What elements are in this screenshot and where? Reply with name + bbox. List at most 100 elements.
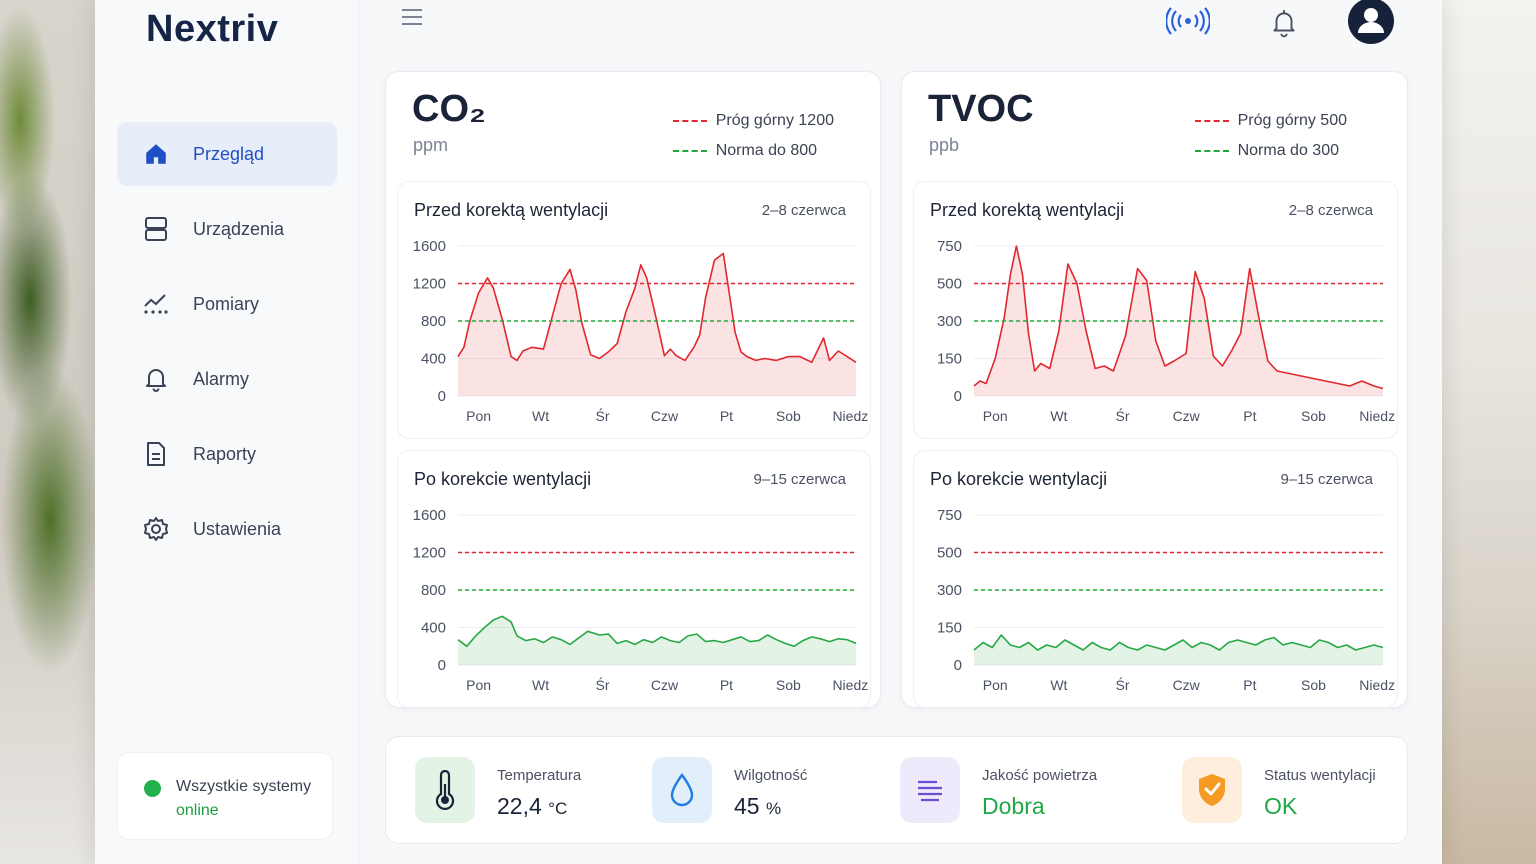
x-tick-label: Śr [596, 407, 610, 424]
water-drop-icon [652, 757, 712, 823]
series-area [974, 635, 1383, 665]
y-tick-label: 750 [937, 507, 962, 524]
logo: Nextriv [146, 8, 279, 50]
system-status-card: Wszystkie systemy online [117, 752, 333, 840]
legend-swatch [672, 150, 707, 152]
legend-swatch [1194, 120, 1229, 122]
sidebar-item-raporty[interactable]: Raporty [117, 422, 337, 486]
signal-icon[interactable] [1165, 6, 1211, 41]
background-plant [0, 0, 100, 864]
y-tick-label: 300 [937, 313, 962, 330]
humidity-value: 45 [734, 793, 760, 819]
status-online-dot [144, 780, 161, 797]
sidebar-item-urzadzenia[interactable]: Urządzenia [117, 197, 337, 261]
y-tick-label: 300 [937, 582, 962, 599]
tvoc-panel: TVOC ppb Próg górny 500 Norma do 300 Prz… [901, 71, 1408, 708]
sidebar: Nextriv Przegląd Urządzenia Pomiary [95, 0, 359, 864]
legend-item-upper: Próg górny 500 [1194, 106, 1347, 136]
y-tick-label: 750 [937, 238, 962, 255]
legend-label: Norma do 800 [715, 142, 818, 159]
legend-label: Norma do 300 [1237, 142, 1339, 159]
series-area [458, 616, 856, 665]
x-tick-label: Czw [651, 408, 679, 424]
x-tick-label: Wt [532, 677, 549, 693]
status-text: Wszystkie systemy [176, 778, 312, 795]
x-tick-label: Czw [651, 677, 679, 693]
app-window: Nextriv Przegląd Urządzenia Pomiary [95, 0, 1442, 864]
x-tick-label: Pon [983, 677, 1008, 693]
x-tick-label: Pt [720, 408, 733, 424]
chart-svg: 0 150 300 500 750 Pon Wt Śr Czw Pt Sob Niedz [937, 238, 1395, 424]
y-tick-label: 0 [438, 657, 446, 674]
stat-value: Dobra [982, 793, 1045, 819]
x-tick-label: Pon [466, 408, 491, 424]
sidebar-item-label: Raporty [193, 443, 257, 464]
temperature-unit: °C [548, 799, 568, 818]
y-tick-label: 0 [438, 388, 446, 405]
home-icon [141, 139, 171, 169]
panel-unit: ppm [413, 135, 449, 155]
stat-value: 45 % [734, 793, 781, 820]
y-tick-label: 1200 [413, 545, 446, 562]
x-tick-label: Niedz [1359, 408, 1395, 424]
report-icon [141, 439, 171, 469]
y-tick-label: 0 [954, 657, 962, 674]
sidebar-item-alarmy[interactable]: Alarmy [117, 347, 337, 411]
x-tick-label: Niedz [1359, 677, 1395, 693]
chart-date-range: 9–15 czerwca [753, 471, 846, 488]
notification-bell-icon[interactable] [1271, 8, 1297, 43]
chart-svg: 0 400 800 1200 1600 Pon Wt Śr Czw Pt Sob Niedz [413, 507, 869, 693]
panel-title: TVOC [928, 88, 1034, 130]
x-tick-label: Czw [1173, 677, 1201, 693]
shield-check-icon [1182, 757, 1242, 823]
legend-swatch [1194, 150, 1229, 152]
y-tick-label: 1200 [413, 276, 446, 293]
y-tick-label: 1600 [413, 238, 446, 255]
chart-date-range: 2–8 czerwca [1288, 202, 1373, 219]
chart-date-range: 2–8 czerwca [761, 202, 846, 219]
y-tick-label: 400 [421, 620, 446, 637]
y-tick-label: 800 [421, 313, 446, 330]
sidebar-item-przeglad[interactable]: Przegląd [117, 122, 337, 186]
y-tick-label: 500 [937, 545, 962, 562]
sidebar-item-ustawienia[interactable]: Ustawienia [117, 497, 337, 561]
stat-label: Status wentylacji [1264, 767, 1376, 784]
stats-bar: Temperatura 22,4 °C Wilgotność 45 % Jako… [385, 736, 1408, 844]
y-tick-label: 1600 [413, 507, 446, 524]
humidity-unit: % [765, 799, 782, 818]
menu-icon[interactable] [401, 6, 423, 33]
x-tick-label: Śr [1116, 676, 1130, 693]
x-tick-label: Czw [1173, 408, 1201, 424]
legend-item-norm: Norma do 800 [672, 136, 834, 166]
chart-legend: Próg górny 500 Norma do 300 [1194, 106, 1347, 166]
legend-swatch [672, 120, 707, 122]
x-tick-label: Niedz [832, 408, 868, 424]
sidebar-item-label: Pomiary [193, 293, 260, 314]
x-tick-label: Wt [532, 408, 549, 424]
bell-icon [141, 364, 171, 394]
chart-card: Po korekcie wentylacji 9–15 czerwca 0 150… [913, 450, 1398, 708]
legend-item-norm: Norma do 300 [1194, 136, 1347, 166]
series-line [973, 245, 1384, 390]
x-tick-label: Pt [1243, 408, 1256, 424]
x-tick-label: Sob [1301, 408, 1326, 424]
chart-card: Przed korektą wentylacji 2–8 czerwca 0 40… [397, 181, 871, 439]
x-tick-label: Pt [1243, 677, 1256, 693]
x-tick-label: Sob [776, 677, 801, 693]
legend-item-upper: Próg górny 1200 [672, 106, 834, 136]
chart-card: Przed korektą wentylacji 2–8 czerwca 0 15… [913, 181, 1398, 439]
y-tick-label: 800 [421, 582, 446, 599]
legend-label: Próg górny 500 [1237, 112, 1347, 129]
sidebar-item-label: Przegląd [193, 143, 265, 164]
thermometer-icon [415, 757, 475, 823]
sidebar-item-pomiary[interactable]: Pomiary [117, 272, 337, 336]
x-tick-label: Pon [983, 408, 1008, 424]
x-tick-label: Niedz [832, 677, 868, 693]
chart-svg: 0 400 800 1200 1600 Pon Wt Śr Czw Pt Sob Niedz [413, 238, 869, 424]
user-avatar-icon[interactable] [1348, 0, 1394, 49]
x-tick-label: Pon [466, 677, 491, 693]
series-line [973, 634, 1384, 651]
sidebar-nav: Przegląd Urządzenia Pomiary Alarmy [117, 122, 337, 572]
series-line [457, 252, 857, 364]
sidebar-item-label: Ustawienia [193, 518, 282, 539]
